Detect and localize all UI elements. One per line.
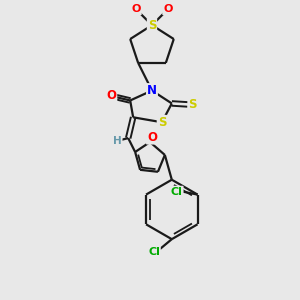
Text: Cl: Cl xyxy=(171,187,183,196)
Text: O: O xyxy=(147,130,157,144)
Text: S: S xyxy=(188,98,197,111)
Text: O: O xyxy=(131,4,141,14)
Text: S: S xyxy=(158,116,166,129)
Text: N: N xyxy=(147,84,157,97)
Text: O: O xyxy=(106,89,116,102)
Text: H: H xyxy=(113,136,122,146)
Text: O: O xyxy=(163,4,172,14)
Text: Cl: Cl xyxy=(148,247,160,257)
Text: S: S xyxy=(148,19,156,32)
